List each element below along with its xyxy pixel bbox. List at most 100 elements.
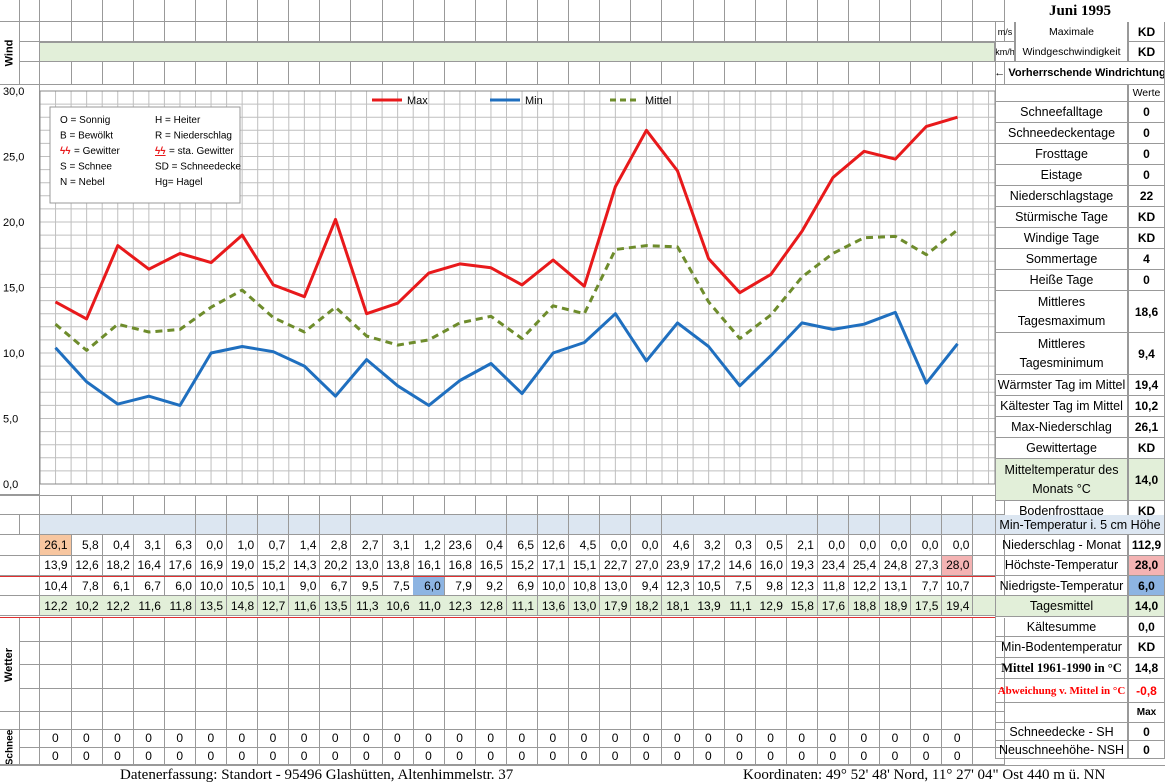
tmean-row-cell: 17,6 [817, 596, 850, 617]
wetter-cell [444, 618, 476, 642]
tag-day-cell [662, 495, 694, 515]
wind-unit-ms: m/s [995, 22, 1015, 42]
summary-bottom-value: Max [1128, 703, 1165, 724]
snow-spacer-side [0, 712, 20, 730]
wetter-cell [444, 665, 476, 689]
row-unit [0, 555, 40, 576]
max-wind-ms-value: KD [1128, 22, 1165, 42]
wetter-cell [568, 688, 601, 712]
row-unit [0, 535, 40, 556]
day-header [71, 0, 103, 22]
snow-depth-cell: 0 [226, 730, 259, 748]
new-snow-cell: 0 [848, 747, 881, 765]
y-tick-label: 10,0 [3, 348, 24, 360]
day-header [351, 0, 383, 22]
day-header [879, 0, 912, 22]
wetter-label: Wetter [3, 647, 16, 682]
tag-day-cell [941, 495, 974, 515]
tag-day-cell [444, 495, 476, 515]
wind-unit-cell [20, 42, 40, 62]
tmax-row-cell: 15,2 [257, 555, 290, 576]
y-tick-label: 0,0 [3, 479, 18, 491]
summary-bottom-label: Kältesumme [995, 616, 1128, 638]
max-wind-kmh-value: KD [1128, 42, 1165, 62]
tag-day-cell [71, 495, 103, 515]
precip-row-cell: 26,1 [40, 535, 72, 556]
summary-label: Frosttage [995, 144, 1128, 165]
day-header [662, 0, 694, 22]
wetter-cell [879, 618, 912, 642]
new-snow-cell: 0 [817, 747, 850, 765]
summary-bottom-label: Mittel 1961-1990 in °C [995, 658, 1128, 680]
legend-code-text: R = Niederschlag [155, 131, 232, 142]
weather-code-legend [49, 106, 241, 204]
tmean-row-cell: 11,1 [506, 596, 539, 617]
tmax-row-cell: 13,0 [351, 555, 383, 576]
wetter-cell [973, 641, 1005, 665]
new-snow-cell: 0 [413, 747, 445, 765]
row-separator-line [0, 617, 995, 618]
day-header [724, 0, 756, 22]
tag-day-cell [288, 495, 321, 515]
snow-depth-cell: 0 [40, 730, 72, 748]
tmean-row-cell: 11,8 [164, 596, 196, 617]
snow-depth-cell: 0 [506, 730, 539, 748]
min5cm-cell [599, 515, 632, 536]
wind-dir-cell [444, 62, 476, 85]
new-snow-cell: 0 [693, 747, 725, 765]
snow-depth-cell: 0 [786, 730, 818, 748]
y-tick-label: 5,0 [3, 414, 18, 426]
thunderstorm-icon: ϟϟ [155, 146, 166, 157]
day-header [848, 0, 881, 22]
day-header [164, 0, 196, 22]
wetter-cell [102, 665, 134, 689]
tmean-row-cell: 11,0 [413, 596, 445, 617]
tmean-row-cell: 13,6 [537, 596, 570, 617]
tmin-row-cell: 9,5 [351, 575, 383, 597]
wetter-cell [848, 618, 881, 642]
wetter-cell [319, 665, 352, 689]
new-snow-cell: 0 [351, 747, 383, 765]
tag-day-cell [693, 495, 725, 515]
wetter-cell [288, 665, 321, 689]
min5cm-cell [910, 515, 943, 536]
no-data-banner [40, 42, 995, 62]
new-snow-cell: 0 [133, 747, 165, 765]
tmax-row-cell: 16,1 [413, 555, 445, 576]
tmin-row-cell: 12,3 [662, 575, 694, 597]
wetter-cell [879, 641, 912, 665]
tag-day-cell [724, 495, 756, 515]
wetter-cell [599, 641, 632, 665]
tmax-row-cell: 12,6 [71, 555, 103, 576]
tmax-row-cell: 17,6 [164, 555, 196, 576]
wetter-cell [568, 641, 601, 665]
snow-spacer-cell [755, 712, 787, 730]
min5cm-cell [257, 515, 290, 536]
wetter-unit-cell [20, 688, 40, 712]
summary-label: Niederschlagstage [995, 186, 1128, 207]
precip-row-cell: 0,0 [910, 535, 943, 556]
summary-value: 0 [1128, 270, 1165, 291]
summary-label: Gewittertage [995, 438, 1128, 459]
new-snow-cell: 0 [195, 747, 228, 765]
wetter-cell [133, 665, 165, 689]
wetter-cell [537, 688, 570, 712]
day-header [257, 0, 290, 22]
tmin-row-cell: 11,8 [817, 575, 850, 597]
wind-dir-cell [786, 62, 818, 85]
wetter-cell [71, 618, 103, 642]
wetter-cell [786, 688, 818, 712]
wetter-cell [630, 618, 663, 642]
legend-code-text: N = Nebel [60, 177, 105, 188]
min5cm-cell [848, 515, 881, 536]
tmean-row-cell: 18,8 [848, 596, 881, 617]
tmax-row-cell: 28,0 [941, 555, 974, 576]
wind-ms-cell [102, 22, 134, 42]
snow-spacer-cell [71, 712, 103, 730]
wetter-cell [973, 618, 1005, 642]
snow-spacer-cell [848, 712, 881, 730]
tmean-row-cell: 11,6 [133, 596, 165, 617]
day-header [413, 0, 445, 22]
tmin-row-cell: 7,8 [71, 575, 103, 597]
y-tick-label: 30,0 [3, 86, 24, 98]
